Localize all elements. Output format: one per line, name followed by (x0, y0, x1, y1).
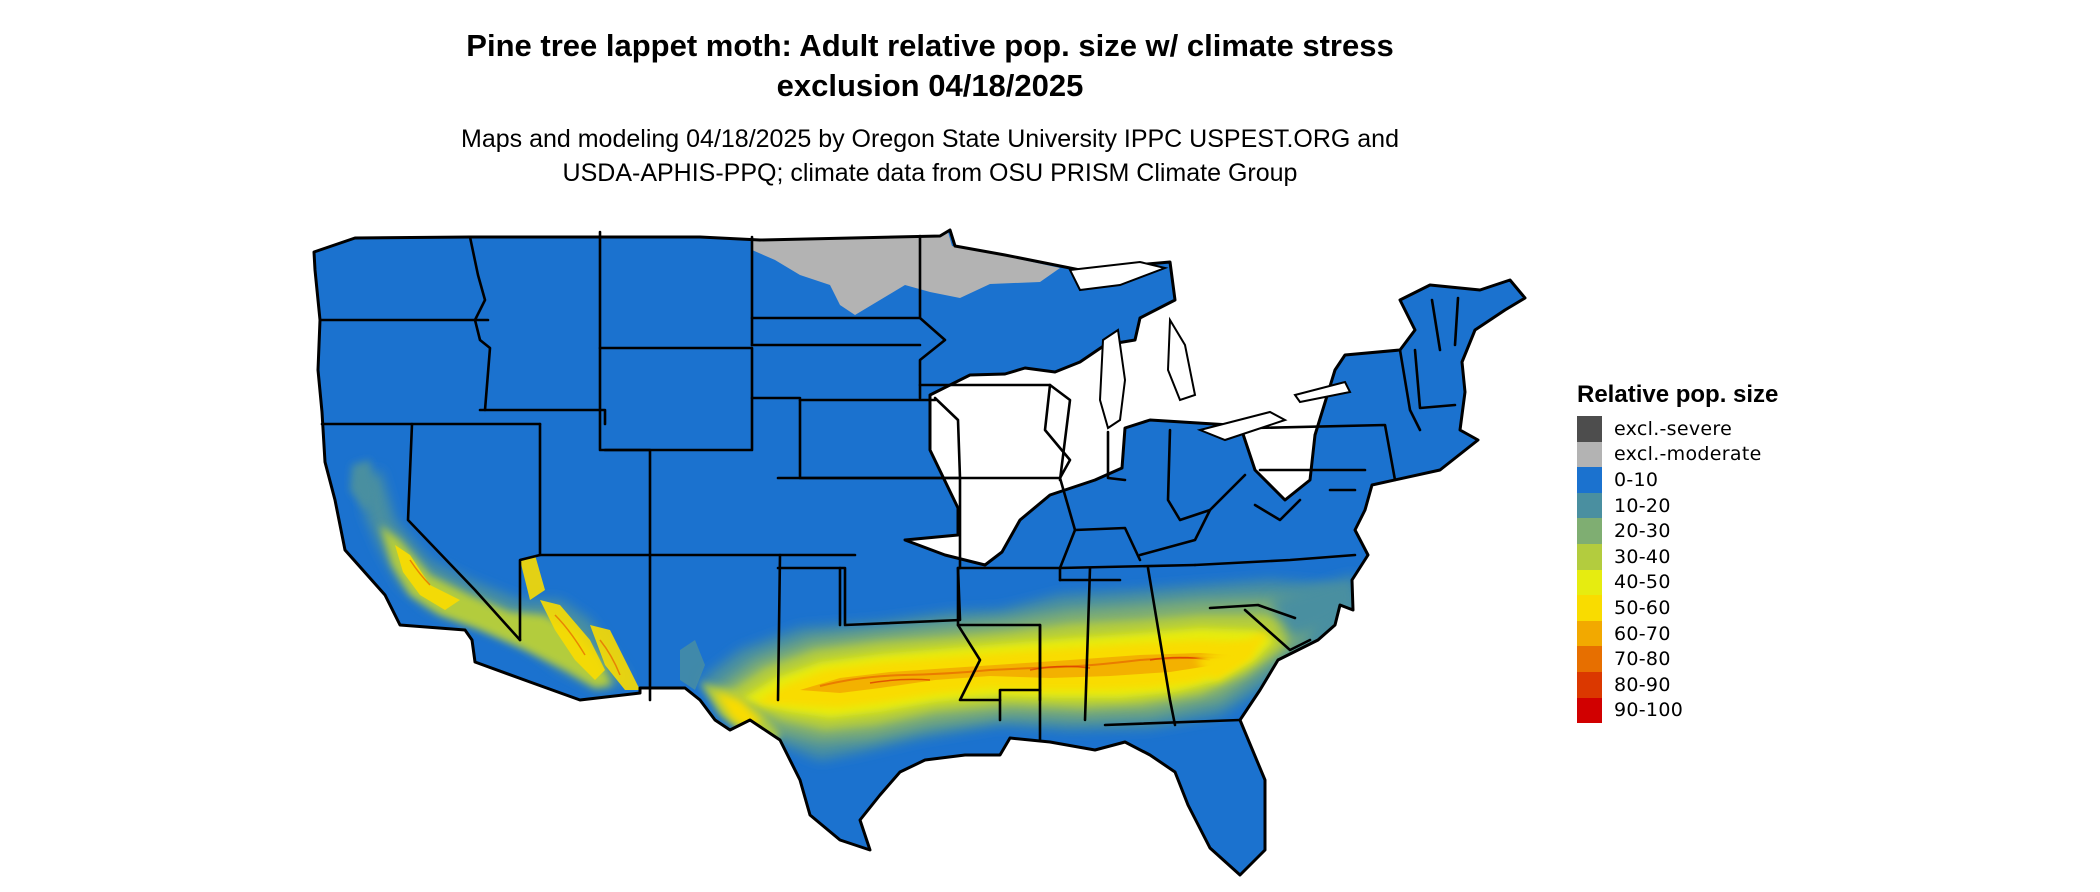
great-lakes (1068, 260, 1352, 442)
legend-swatch (1577, 569, 1602, 596)
legend-label: excl.-moderate (1614, 443, 1762, 466)
map-subtitle-line-1: Maps and modeling 04/18/2025 by Oregon S… (461, 125, 1399, 153)
band-nm-speckle (680, 640, 705, 690)
legend-title: Relative pop. size (1577, 381, 1779, 408)
legend-swatch (1577, 543, 1602, 570)
legend: Relative pop. size excl.-severe excl.-mod… (1577, 380, 1779, 724)
legend-label: 40-50 (1614, 571, 1671, 594)
legend-item: 80-90 (1577, 671, 1778, 698)
legend-label: 30-40 (1614, 545, 1671, 568)
legend-item: 40-50 (1577, 569, 1778, 596)
band-coastal-east-yellow (1195, 630, 1270, 680)
map-title-line-1: Pine tree lappet moth: Adult relative po… (466, 28, 1394, 63)
legend-item: 0-10 (1577, 467, 1778, 493)
legend-label: 90-100 (1614, 699, 1684, 722)
legend-swatch (1577, 697, 1602, 724)
map-subtitle-line-2: USDA-APHIS-PPQ; climate data from OSU PR… (562, 159, 1298, 187)
legend-item: excl.-severe (1577, 416, 1778, 442)
legend-label: 70-80 (1614, 648, 1671, 671)
legend-swatch (1577, 518, 1602, 544)
legend-label: 60-70 (1614, 622, 1671, 645)
legend-swatch (1577, 671, 1602, 698)
legend-item: 20-30 (1577, 518, 1778, 544)
legend-items: excl.-severe excl.-moderate 0-10 10-20 20-30… (1577, 416, 1778, 724)
legend-item: 10-20 (1577, 492, 1778, 519)
excl-moderate-zone (752, 232, 1060, 315)
band-coastal-east (1270, 575, 1358, 640)
legend-swatch (1577, 646, 1602, 672)
legend-swatch (1577, 492, 1602, 519)
legend-label: excl.-severe (1614, 417, 1733, 440)
legend-label: 20-30 (1614, 520, 1671, 543)
legend-item: 90-100 (1577, 697, 1778, 724)
legend-item: 70-80 (1577, 646, 1778, 672)
us-landmass (314, 230, 1525, 875)
legend-item: excl.-moderate (1577, 441, 1778, 468)
band-sw-desert-green (380, 525, 612, 688)
band-coastal-ca (350, 460, 378, 510)
map-subtitle: Maps and modeling 04/18/2025 by Oregon S… (0, 122, 1860, 190)
legend-swatch (1577, 620, 1602, 647)
legend-swatch (1577, 467, 1602, 493)
band-60-70 (800, 653, 1235, 693)
map-title: Pine tree lappet moth: Adult relative po… (0, 26, 1860, 106)
map-title-line-2: exclusion 04/18/2025 (776, 68, 1084, 103)
legend-item: 30-40 (1577, 543, 1778, 570)
us-outline (312, 228, 1527, 877)
state-boundaries (318, 230, 1460, 742)
legend-label: 10-20 (1614, 494, 1671, 517)
legend-swatch (1577, 441, 1602, 468)
legend-item: 60-70 (1577, 620, 1778, 647)
band-sw-desert-orange (409, 559, 621, 676)
legend-swatch (1577, 416, 1602, 442)
legend-swatch (1577, 595, 1602, 621)
legend-label: 0-10 (1614, 468, 1659, 491)
legend-item: 50-60 (1577, 595, 1778, 621)
legend-label: 50-60 (1614, 596, 1671, 619)
legend-label: 80-90 (1614, 673, 1671, 696)
